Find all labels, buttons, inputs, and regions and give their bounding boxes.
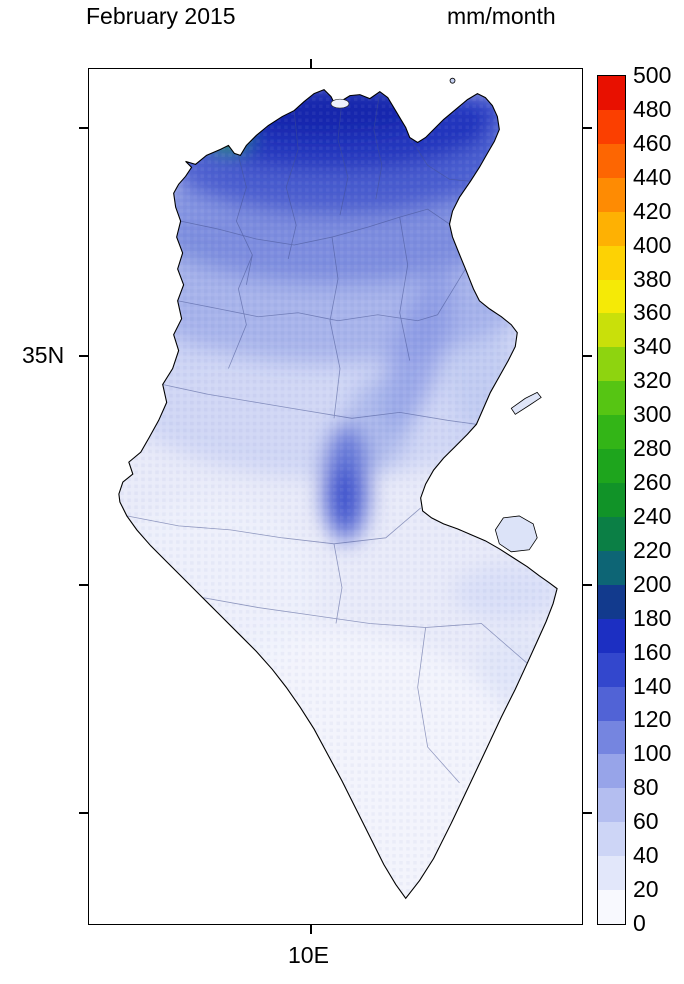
colorbar-segment	[598, 686, 625, 721]
colorbar-segment	[598, 211, 625, 246]
lake	[330, 98, 350, 109]
colorbar-label: 480	[633, 95, 672, 122]
axis-tick	[79, 127, 88, 129]
page-title: February 2015	[86, 3, 236, 29]
colorbar-segment	[598, 550, 625, 585]
colorbar-label: 380	[633, 265, 672, 292]
colorbar-segment	[598, 618, 625, 653]
colorbar-labels: 500 480 460 440 420 400 380 360 340 320 300 280 260 2…	[633, 63, 683, 935]
colorbar-segment	[598, 415, 625, 450]
colorbar-label: 420	[633, 197, 672, 224]
colorbar-label: 400	[633, 231, 672, 258]
colorbar-segment	[598, 890, 625, 925]
colorbar-label: 320	[633, 367, 672, 394]
colorbar-label: 460	[633, 129, 672, 156]
colorbar-label: 160	[633, 638, 672, 665]
colorbar-label: 20	[633, 876, 659, 903]
colorbar-label: 240	[633, 502, 672, 529]
colorbar-segment	[598, 516, 625, 551]
colorbar-label: 100	[633, 740, 672, 767]
axis-tick	[79, 812, 88, 814]
colorbar-label: 300	[633, 401, 672, 428]
colorbar-segment	[598, 754, 625, 789]
colorbar-label: 180	[633, 604, 672, 631]
tunisia-precipitation-map	[118, 77, 558, 900]
colorbar	[597, 75, 626, 925]
colorbar-label: 120	[633, 706, 672, 733]
axis-tick	[583, 584, 592, 586]
colorbar-label: 200	[633, 570, 672, 597]
colorbar-segment	[598, 143, 625, 178]
colorbar-segment	[598, 652, 625, 687]
colorbar-label: 340	[633, 333, 672, 360]
colorbar-label: 360	[633, 299, 672, 326]
colorbar-segment	[598, 856, 625, 891]
colorbar-label: 500	[633, 62, 672, 88]
axis-tick	[583, 355, 592, 357]
colorbar-segment	[598, 381, 625, 416]
units-label: mm/month	[447, 3, 556, 29]
colorbar-label: 260	[633, 469, 672, 496]
colorbar-segment	[598, 483, 625, 517]
colorbar-segment	[598, 109, 625, 144]
colorbar-segment	[598, 313, 625, 348]
colorbar-segment	[598, 347, 625, 382]
colorbar-label: 0	[633, 910, 646, 936]
colorbar-segment	[598, 449, 625, 484]
axis-tick	[79, 584, 88, 586]
colorbar-segment	[598, 245, 625, 280]
colorbar-label: 40	[633, 842, 659, 869]
colorbar-label: 60	[633, 808, 659, 835]
colorbar-label: 80	[633, 774, 659, 801]
colorbar-label: 140	[633, 672, 672, 699]
axis-tick	[583, 127, 592, 129]
axis-tick	[583, 812, 592, 814]
map-frame	[79, 59, 592, 934]
islands	[449, 77, 542, 553]
colorbar-label: 440	[633, 163, 672, 190]
colorbar-label: 280	[633, 435, 672, 462]
colorbar-segment	[598, 788, 625, 823]
colorbar-label: 220	[633, 536, 672, 563]
axis-tick	[310, 59, 312, 68]
axis-tick	[79, 355, 88, 357]
colorbar-segment	[598, 822, 625, 857]
colorbar-segment	[598, 76, 625, 110]
colorbar-segment	[598, 177, 625, 212]
colorbar-segment	[598, 584, 625, 619]
axis-tick	[310, 925, 312, 934]
colorbar-segment	[598, 720, 625, 755]
colorbar-segment	[598, 279, 625, 314]
x-axis-tick-label: 10E	[288, 942, 329, 968]
y-axis-tick-label: 35N	[22, 342, 65, 368]
